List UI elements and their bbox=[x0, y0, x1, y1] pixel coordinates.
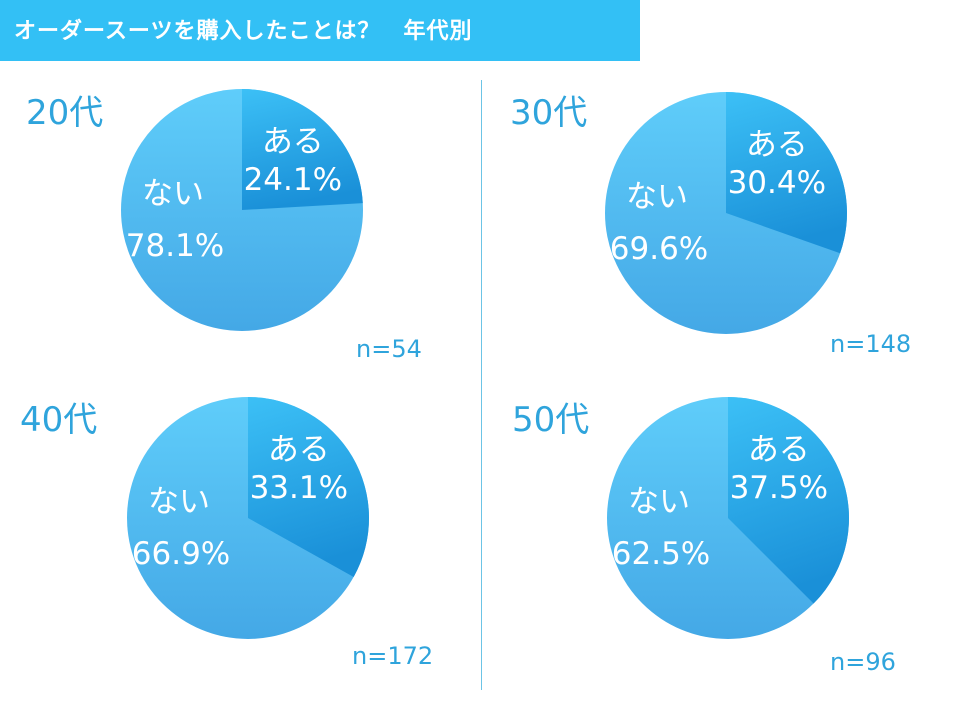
age-label-50s: 50代 bbox=[512, 400, 590, 440]
n-label-50s: n=96 bbox=[830, 648, 896, 676]
slice-value-aru: 30.4% bbox=[728, 165, 826, 201]
slice-value-aru: 24.1% bbox=[244, 162, 342, 198]
page-title: オーダースーツを購入したことは？ 年代別 bbox=[14, 19, 473, 44]
slice-value-nai: 78.1% bbox=[126, 228, 224, 264]
slice-label-nai: ない bbox=[148, 484, 210, 520]
slice-label-nai: ない bbox=[142, 176, 204, 212]
slice-value-nai: 66.9% bbox=[132, 536, 230, 572]
n-label-20s: n=54 bbox=[356, 335, 422, 363]
slice-label-aru: ある bbox=[748, 432, 810, 468]
pie-slice-aru bbox=[728, 397, 849, 604]
slice-value-nai: 69.6% bbox=[610, 231, 708, 267]
slice-label-aru: ある bbox=[268, 432, 330, 468]
pie-slice-aru bbox=[726, 92, 847, 254]
slice-label-aru: ある bbox=[746, 127, 808, 163]
header-banner: オーダースーツを購入したことは？ 年代別 bbox=[0, 0, 640, 61]
slice-label-nai: ない bbox=[626, 179, 688, 215]
age-label-40s: 40代 bbox=[20, 400, 98, 440]
slice-label-aru: ある bbox=[262, 124, 324, 160]
age-label-20s: 20代 bbox=[26, 93, 104, 133]
slice-value-aru: 33.1% bbox=[250, 470, 348, 506]
slice-value-aru: 37.5% bbox=[730, 470, 828, 506]
slice-value-nai: 62.5% bbox=[612, 536, 710, 572]
pie-slice-aru bbox=[242, 89, 363, 210]
age-label-30s: 30代 bbox=[510, 93, 588, 133]
slice-label-nai: ない bbox=[628, 484, 690, 520]
pie-slice-aru bbox=[248, 397, 369, 577]
n-label-40s: n=172 bbox=[352, 642, 434, 670]
n-label-30s: n=148 bbox=[830, 330, 912, 358]
vertical-divider bbox=[481, 80, 482, 690]
